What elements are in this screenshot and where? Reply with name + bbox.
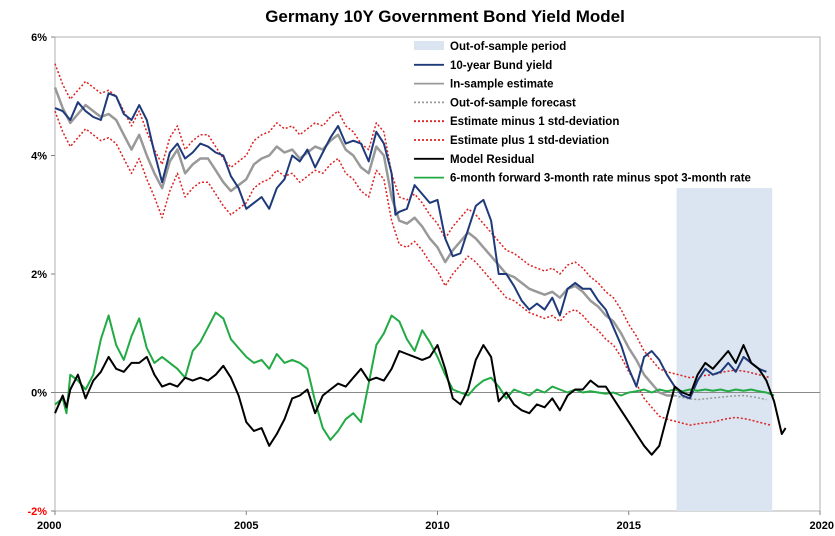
series-layer [53, 63, 787, 456]
shade-layer [676, 188, 773, 511]
y-tick-label: -2% [27, 506, 47, 518]
series-out-of-sample-forecast [674, 394, 767, 401]
legend: Out-of-sample period 10-year Bund yield In… [414, 41, 751, 185]
axes-layer: -2% 0% 2% 4% 6% 2000 2005 2010 2015 2020 [27, 32, 834, 532]
x-tick-label: 2015 [617, 520, 641, 532]
x-tick-label: 2020 [810, 520, 834, 532]
legend-label-6-month-forward-3-month-rate-minus-spot-3-month-rate: 6-month forward 3-month rate minus spot … [450, 173, 751, 185]
legend-swatch-out-of-sample-period [414, 41, 444, 50]
legend-label-estimate-plus-1-std-deviation: Estimate plus 1 std-deviation [450, 135, 609, 147]
chart-title: Germany 10Y Government Bond Yield Model [265, 7, 625, 26]
x-tick-label: 2010 [425, 520, 449, 532]
x-tick-label: 2005 [234, 520, 258, 532]
legend-label-out-of-sample-forecast: Out-of-sample forecast [450, 97, 576, 109]
series-estimate-minus-1-std-deviation [54, 110, 771, 426]
y-tick-label: 0% [31, 388, 47, 400]
y-tick-label: 4% [31, 151, 47, 163]
y-tick-label: 6% [31, 32, 47, 44]
series-6-month-forward-3-month-rate-minus-spot-3-month-rate [54, 311, 775, 441]
y-tick-label: 2% [31, 269, 47, 281]
x-tick-label: 2000 [37, 520, 61, 532]
series-estimate-plus-1-std-deviation [54, 63, 771, 379]
legend-label-in-sample-estimate: In-sample estimate [450, 79, 554, 91]
legend-label-out-of-sample-period: Out-of-sample period [450, 41, 566, 53]
legend-label-model-residual: Model Residual [450, 154, 534, 166]
out-of-sample-shade [676, 188, 773, 511]
legend-label-10-year-bund-yield: 10-year Bund yield [450, 60, 552, 72]
series-10-year-bund-yield [54, 92, 767, 400]
legend-label-estimate-minus-1-std-deviation: Estimate minus 1 std-deviation [450, 116, 619, 128]
series-in-sample-estimate [53, 86, 675, 397]
series-model-residual [54, 344, 787, 456]
